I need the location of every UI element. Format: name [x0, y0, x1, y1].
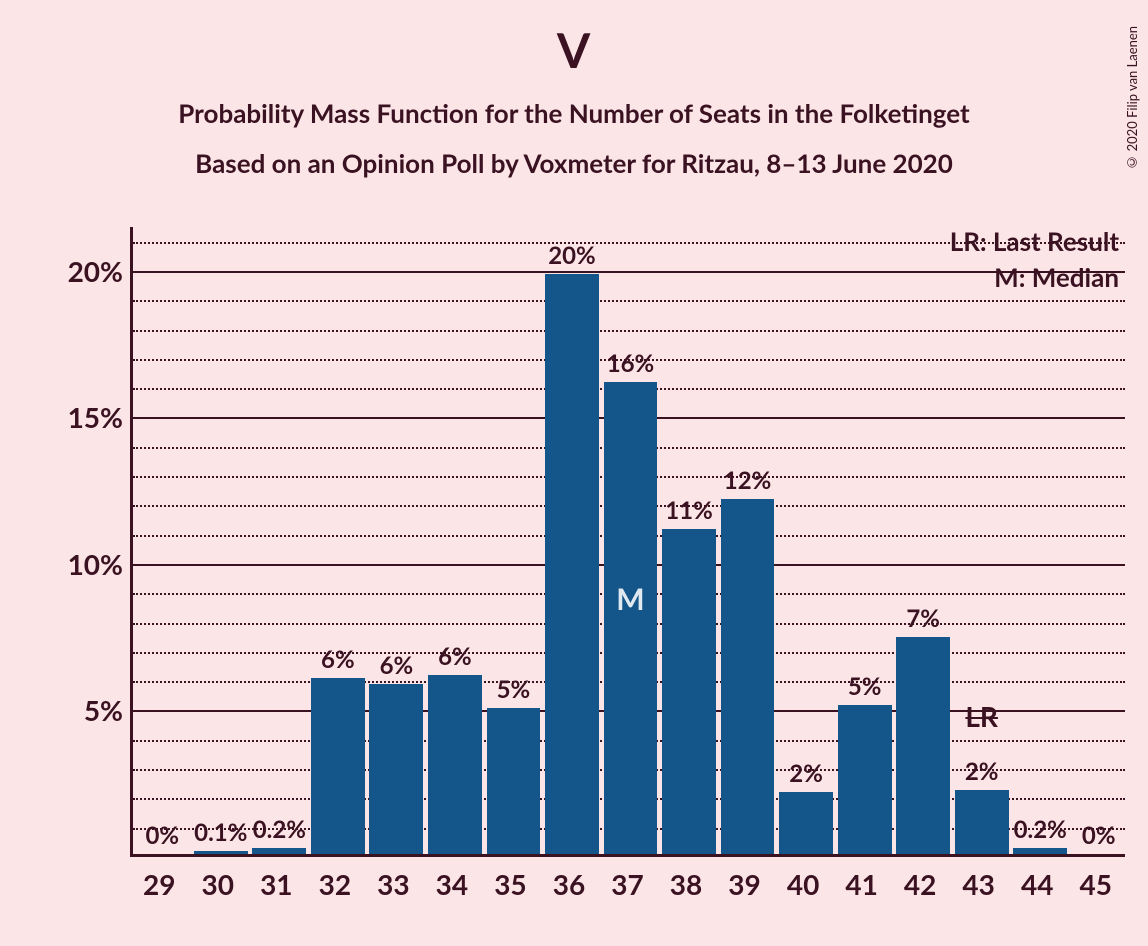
- last-result-marker: LR: [955, 699, 1009, 733]
- x-tick-label: 37: [611, 867, 643, 901]
- bar: [721, 499, 775, 854]
- bar-slot: 5%: [487, 227, 541, 854]
- bar-slot: 5%: [838, 227, 892, 854]
- x-tick-label: 40: [787, 867, 819, 901]
- bar-value-label: 6%: [311, 645, 365, 674]
- bar-slot: 0.1%: [194, 227, 248, 854]
- bar: [955, 790, 1009, 854]
- chart-subtitle-2: Based on an Opinion Poll by Voxmeter for…: [0, 147, 1148, 179]
- bar: [487, 708, 541, 855]
- chart-subtitle-1: Probability Mass Function for the Number…: [0, 97, 1148, 129]
- bar-slot: 7%: [896, 227, 950, 854]
- bar-value-label: 7%: [896, 604, 950, 633]
- x-tick-label: 41: [845, 867, 877, 901]
- bar-value-label: 11%: [662, 496, 716, 525]
- x-tick-label: 33: [377, 867, 409, 901]
- x-tick-label: 45: [1079, 867, 1111, 901]
- bar-slot: 2% LR: [955, 227, 1009, 854]
- y-tick-label: 10%: [68, 547, 123, 581]
- bar-slot: 6%: [311, 227, 365, 854]
- chart-title: V: [0, 22, 1148, 79]
- bars-container: 0%0.1%0.2%6%6%6%5%20%M16%11%12%2%5%7%2%L…: [133, 227, 1125, 854]
- chart-area: 0%0.1%0.2%6%6%6%5%20%M16%11%12%2%5%7%2%L…: [40, 227, 1125, 927]
- bar-slot: 20%: [545, 227, 599, 854]
- x-tick-label: 39: [728, 867, 760, 901]
- legend-lr: LR: Last Result: [950, 225, 1119, 257]
- x-tick-label: 31: [260, 867, 292, 901]
- bar-slot: 2%: [779, 227, 833, 854]
- bar-value-label: 6%: [428, 642, 482, 671]
- bar: M: [604, 382, 658, 854]
- bar: [662, 529, 716, 854]
- bar-value-label: 5%: [487, 675, 541, 704]
- copyright-text: © 2020 Filip van Laenen: [1124, 26, 1140, 171]
- bar-value-label: 5%: [838, 672, 892, 701]
- x-tick-label: 44: [1021, 867, 1053, 901]
- x-tick-label: 38: [670, 867, 702, 901]
- x-tick-label: 35: [494, 867, 526, 901]
- bar: [896, 637, 950, 854]
- bar-slot: 0.2%: [252, 227, 306, 854]
- bar-slot: 6%: [428, 227, 482, 854]
- bar-value-label: 6%: [369, 651, 423, 680]
- bar-value-label: 0.1%: [194, 818, 248, 847]
- bar: [838, 705, 892, 854]
- x-tick-label: 32: [319, 867, 351, 901]
- bar-value-label: 2%: [955, 757, 1009, 786]
- median-marker: M: [604, 581, 658, 617]
- x-tick-label: 29: [143, 867, 175, 901]
- x-tick-label: 42: [904, 867, 936, 901]
- bar: [545, 274, 599, 854]
- x-tick-label: 43: [962, 867, 994, 901]
- x-tick-label: 36: [553, 867, 585, 901]
- bar-value-label: 0%: [1072, 821, 1126, 850]
- bar-value-label: 2%: [779, 759, 833, 788]
- plot-area: 0%0.1%0.2%6%6%6%5%20%M16%11%12%2%5%7%2%L…: [130, 227, 1125, 857]
- bar: [252, 848, 306, 854]
- bar-value-label: 0.2%: [252, 815, 306, 844]
- bar-slot: M 16%: [604, 227, 658, 854]
- bar: [311, 678, 365, 854]
- legend-m: M: Median: [994, 261, 1119, 293]
- bar-slot: 12%: [721, 227, 775, 854]
- y-tick-label: 5%: [84, 693, 123, 727]
- bar: [428, 675, 482, 854]
- bar-slot: 0.2%: [1013, 227, 1067, 854]
- bar-value-label: 20%: [545, 241, 599, 270]
- bar-value-label: 0.2%: [1013, 815, 1067, 844]
- bar-value-label: 12%: [721, 466, 775, 495]
- y-tick-label: 20%: [68, 254, 123, 288]
- x-tick-label: 34: [436, 867, 468, 901]
- bar-slot: 0%: [1072, 227, 1126, 854]
- bar: [1013, 848, 1067, 854]
- y-tick-label: 15%: [68, 400, 123, 434]
- bar-value-label: 0%: [135, 821, 189, 850]
- bar: [194, 851, 248, 854]
- bar: [779, 792, 833, 854]
- bar-slot: 6%: [369, 227, 423, 854]
- bar-slot: 0%: [135, 227, 189, 854]
- bar: [369, 684, 423, 854]
- bar-slot: 11%: [662, 227, 716, 854]
- x-tick-label: 30: [202, 867, 234, 901]
- bar-value-label: 16%: [604, 349, 658, 378]
